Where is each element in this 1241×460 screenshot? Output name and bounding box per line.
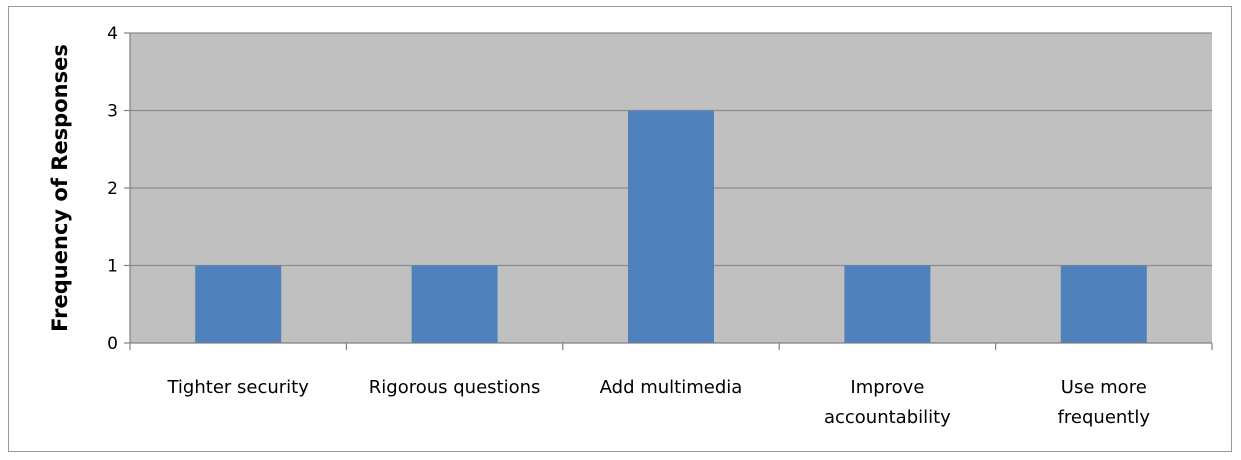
bar <box>844 265 931 343</box>
bar <box>628 110 714 343</box>
y-tick-label: 3 <box>107 102 118 122</box>
plot-area: 0 1 2 3 4 Tighter security Rigorous questions A… <box>107 24 1213 428</box>
y-tick-label: 2 <box>107 179 118 199</box>
y-tick-label: 1 <box>107 257 118 277</box>
y-tick-label: 4 <box>107 24 118 44</box>
x-tick-label: Tighter security <box>166 377 309 398</box>
x-tick-label: Add multimedia <box>600 377 743 398</box>
x-tick-label: Use more <box>1061 377 1147 398</box>
x-tick-label: Improve <box>850 377 924 398</box>
x-tick-label: frequently <box>1058 407 1151 428</box>
bar <box>195 265 282 343</box>
x-tick-label: accountability <box>824 407 951 428</box>
y-tick-label: 0 <box>107 334 118 354</box>
x-tick-label: Rigorous questions <box>369 377 541 398</box>
bar <box>1060 265 1147 343</box>
bar <box>411 265 498 343</box>
y-axis-title: Frequency of Responses <box>48 44 72 332</box>
